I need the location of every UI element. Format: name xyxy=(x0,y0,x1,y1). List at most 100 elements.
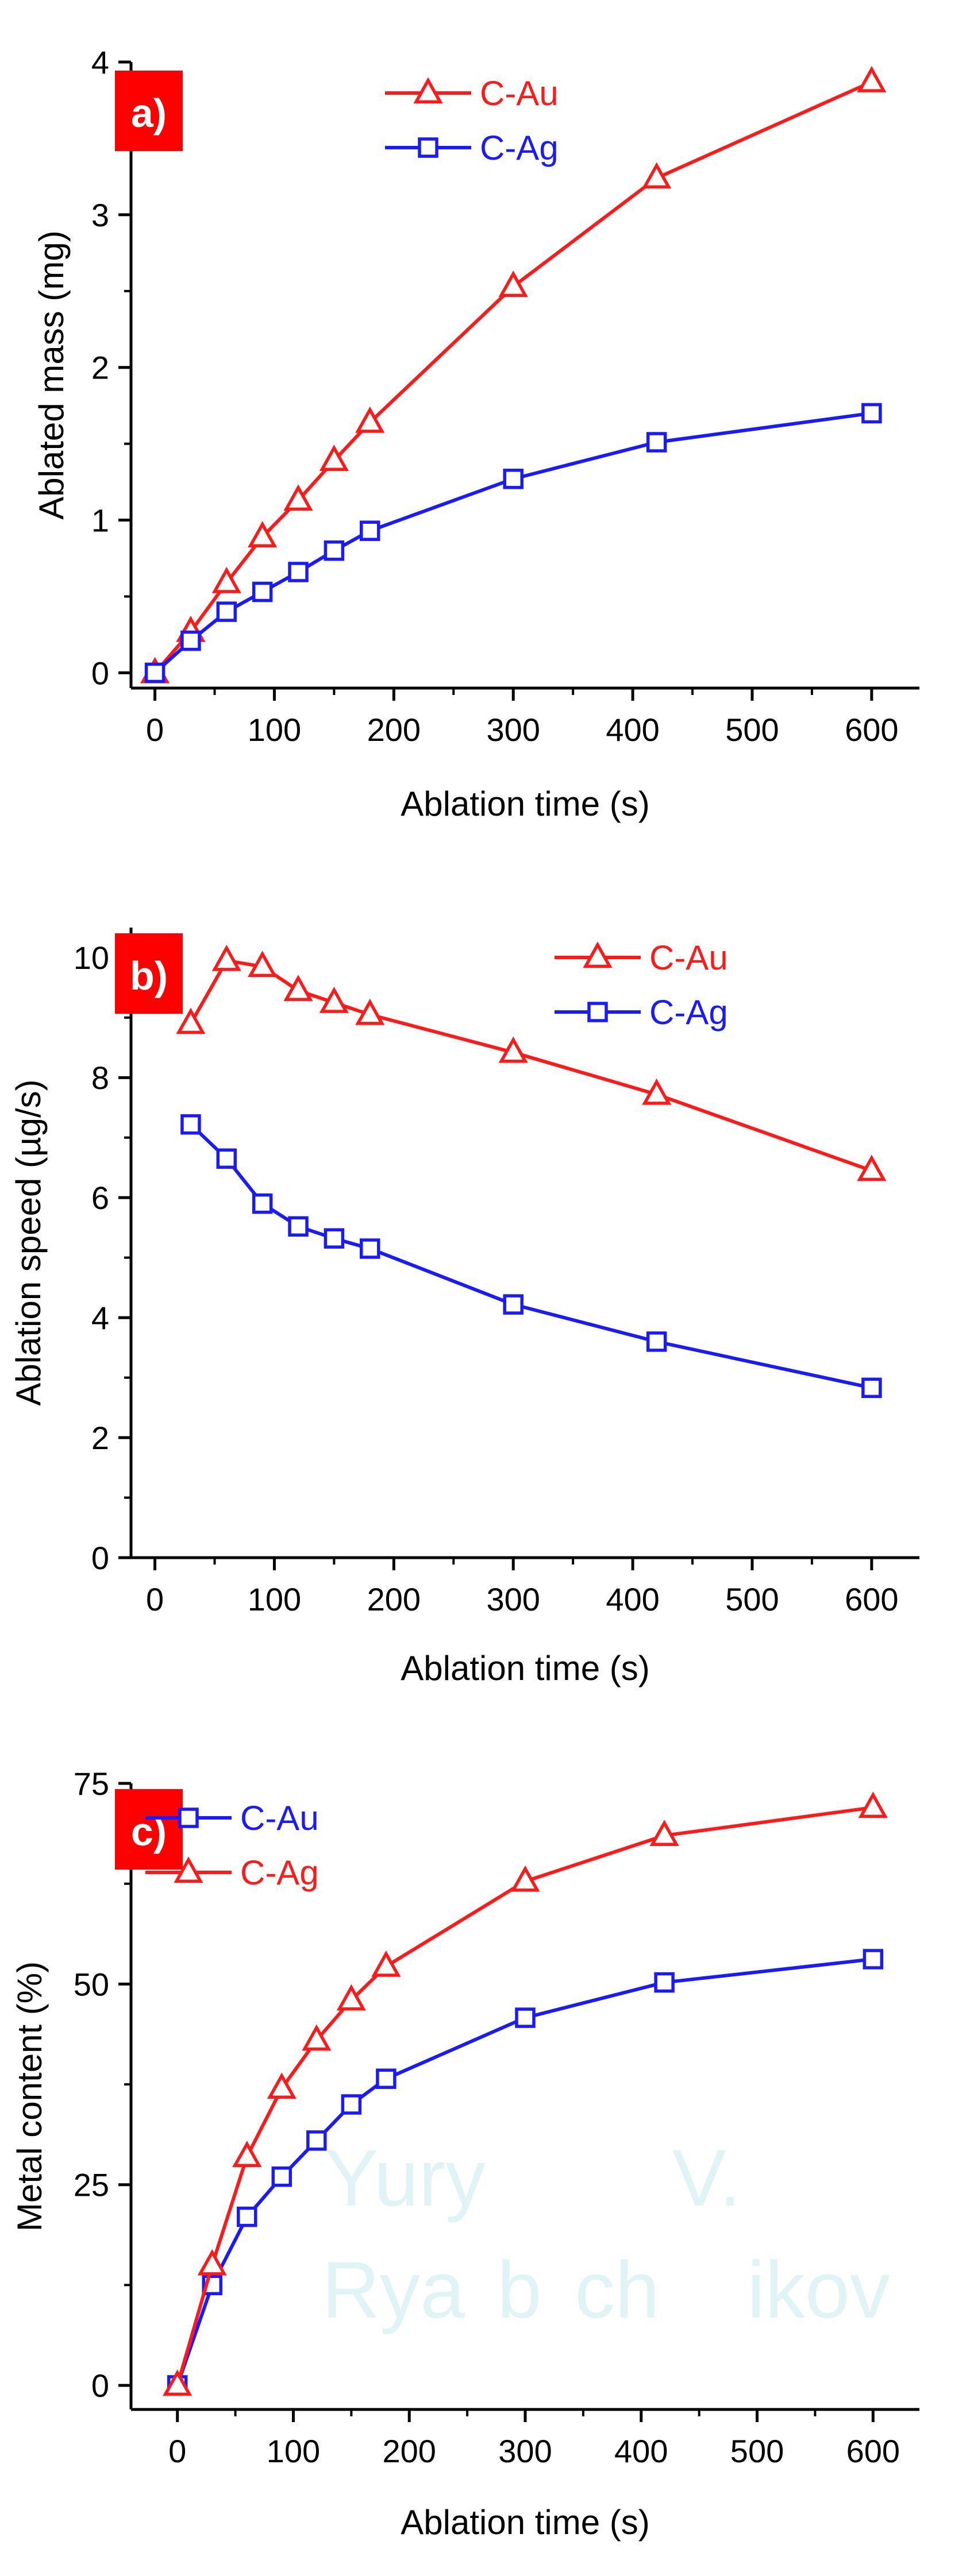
x-tick-label: 400 xyxy=(606,1581,659,1617)
watermark: Yury V. Rya b ch ikov xyxy=(322,2133,890,2335)
data-point-C-Ag xyxy=(503,469,524,489)
data-point-C-Au xyxy=(283,975,313,1001)
y-tick-label: 4 xyxy=(91,44,109,80)
x-tick-label: 100 xyxy=(248,712,301,748)
panel-tag-bg xyxy=(115,71,183,151)
x-tick-label: 400 xyxy=(606,712,659,748)
data-point-C-Ag xyxy=(861,1377,882,1399)
data-point-C-Au xyxy=(498,1036,528,1063)
y-tick-label: 2 xyxy=(91,350,109,386)
y-tick-label: 4 xyxy=(91,1300,109,1336)
series-line-C-Ag xyxy=(153,411,872,674)
legend-marker xyxy=(413,77,443,104)
series-line-C-Ag xyxy=(175,1805,873,2386)
data-point-C-Ag xyxy=(649,1820,679,1846)
data-point-C-Au xyxy=(283,484,313,511)
x-tick-label: 200 xyxy=(367,1581,421,1617)
data-point-C-Ag xyxy=(288,562,309,582)
y-tick-label: 75 xyxy=(74,1766,109,1802)
legend-label: C-Ag xyxy=(480,129,559,167)
x-axis-title: Ablation time (s) xyxy=(401,785,649,823)
data-point-C-Ag xyxy=(371,1950,401,1977)
legend-marker xyxy=(174,1856,203,1883)
watermark-text: V. xyxy=(672,2133,741,2223)
data-point-C-Au xyxy=(498,271,528,297)
data-point-C-Au xyxy=(248,521,278,547)
x-tick-label: 100 xyxy=(267,2433,320,2469)
legend-label: C-Au xyxy=(649,939,728,977)
data-point-C-Au xyxy=(211,566,241,593)
y-axis-title: Metal content (%) xyxy=(10,1961,49,2231)
data-point-C-Ag xyxy=(324,540,345,561)
data-point-C-Au xyxy=(654,1972,675,1993)
y-tick-label: 0 xyxy=(91,655,109,691)
data-point-C-Ag xyxy=(252,1193,273,1214)
x-tick-label: 500 xyxy=(730,2433,784,2469)
data-point-C-Ag xyxy=(216,1148,237,1169)
data-point-C-Ag xyxy=(858,1791,888,1818)
y-tick-label: 1 xyxy=(91,503,109,539)
watermark-text: Rya xyxy=(322,2245,465,2335)
x-tick-label: 400 xyxy=(614,2433,668,2469)
data-point-C-Au xyxy=(642,1078,672,1105)
data-point-C-Ag xyxy=(360,1238,380,1259)
y-tick-label: 6 xyxy=(91,1180,109,1216)
data-point-C-Au xyxy=(515,2007,536,2028)
watermark-text: ch xyxy=(575,2245,660,2335)
data-point-C-Ag xyxy=(324,1228,345,1249)
data-point-C-Ag xyxy=(180,1114,201,1135)
y-axis-title: Ablation speed (µg/s) xyxy=(9,1079,48,1405)
data-point-C-Au xyxy=(857,1154,887,1181)
data-point-C-Au xyxy=(237,2206,257,2227)
chart-panel-2: 0 100 200 300 400 500 600 0 2 4 6 8 10 Ablation time … xyxy=(9,928,919,1687)
data-point-C-Ag xyxy=(302,2024,332,2051)
data-point-C-Ag xyxy=(232,2141,262,2167)
y-tick-label: 10 xyxy=(74,940,109,976)
data-point-C-Au xyxy=(863,1949,884,1969)
legend-marker xyxy=(587,1002,608,1022)
data-point-C-Au xyxy=(319,445,349,472)
x-axis-title: Ablation time (s) xyxy=(401,2503,649,2542)
y-axis-title: Ablated mass (mg) xyxy=(32,230,71,520)
x-tick-label: 600 xyxy=(846,2433,900,2469)
series-line-C-Ag xyxy=(189,1123,872,1390)
watermark-text: ikov xyxy=(747,2245,890,2335)
y-tick-label: 3 xyxy=(91,197,109,233)
x-tick-label: 100 xyxy=(248,1581,301,1617)
data-point-C-Ag xyxy=(144,662,165,683)
data-point-C-Au xyxy=(355,998,385,1025)
data-point-C-Au xyxy=(306,2130,327,2151)
data-point-C-Ag xyxy=(646,1331,667,1352)
x-tick-label: 0 xyxy=(168,2433,186,2469)
data-point-C-Ag xyxy=(197,2249,227,2276)
legend-label: C-Ag xyxy=(649,993,728,1032)
data-point-C-Ag xyxy=(252,581,273,603)
data-point-C-Ag xyxy=(163,2369,193,2396)
x-tick-label: 0 xyxy=(146,1581,164,1617)
data-point-C-Au xyxy=(341,2094,362,2115)
x-tick-label: 0 xyxy=(146,712,164,748)
data-point-C-Ag xyxy=(861,403,882,424)
data-point-C-Au xyxy=(248,951,278,978)
data-point-C-Au xyxy=(176,1007,206,1034)
data-point-C-Au xyxy=(642,162,672,189)
y-tick-label: 2 xyxy=(91,1420,109,1456)
y-tick-label: 50 xyxy=(74,1966,109,2002)
data-point-C-Ag xyxy=(267,2072,297,2099)
x-tick-label: 600 xyxy=(845,712,898,748)
x-tick-label: 200 xyxy=(367,712,421,748)
series-line-C-Au xyxy=(153,80,873,674)
data-point-C-Au xyxy=(376,2068,397,2090)
x-tick-label: 500 xyxy=(725,1581,779,1617)
data-point-C-Ag xyxy=(646,432,667,453)
panel-tag-label: a) xyxy=(131,91,167,136)
x-tick-label: 500 xyxy=(725,712,779,748)
series-line-C-Au xyxy=(175,1957,873,2386)
x-tick-label: 200 xyxy=(383,2433,436,2469)
panel-tag-bg xyxy=(115,933,183,1014)
legend-label: C-Au xyxy=(480,74,559,113)
data-point-C-Au xyxy=(211,944,241,971)
data-point-C-Ag xyxy=(288,1216,309,1237)
x-tick-label: 300 xyxy=(486,1581,540,1617)
